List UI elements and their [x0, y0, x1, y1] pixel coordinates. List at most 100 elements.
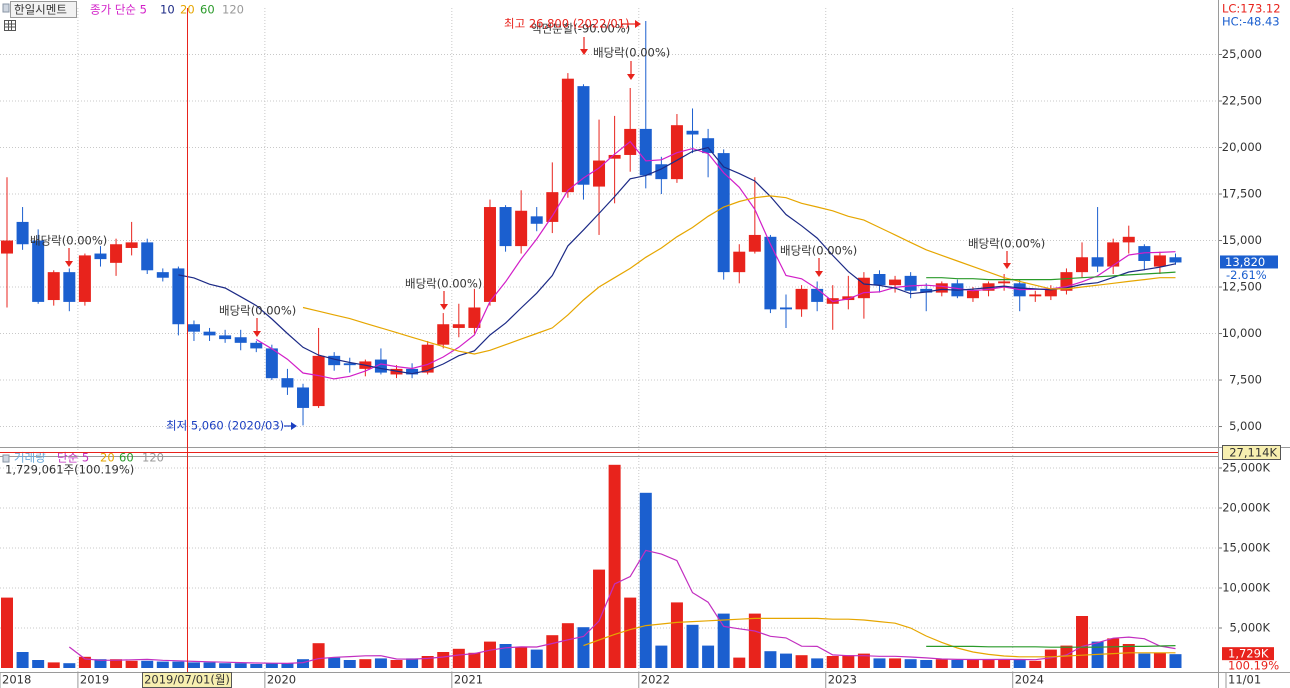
volume-bar [889, 658, 902, 668]
volume-bar [1153, 652, 1166, 668]
annotation-arrowhead [580, 49, 588, 55]
volume-bar [359, 659, 372, 668]
volume-bar [857, 653, 870, 668]
candle-body [717, 153, 730, 273]
candle-body [1153, 255, 1166, 267]
annotation-arrowhead [815, 271, 823, 277]
candle-body [141, 242, 154, 271]
candle-body [561, 78, 574, 193]
volume-bar [639, 492, 652, 668]
annotation: 최저 5,060 (2020/03) [166, 419, 284, 433]
legend-entry: 120 [142, 451, 164, 465]
volume-bar [561, 623, 574, 668]
volume-bar [842, 655, 855, 668]
candle-body [842, 296, 855, 301]
volume-bar [16, 652, 29, 668]
x-tick-label: 2024 [1015, 673, 1044, 687]
volume-bar [655, 645, 668, 668]
candle-body [733, 251, 746, 273]
candle-body [655, 164, 668, 180]
candle-body [998, 281, 1011, 284]
candle-body [857, 277, 870, 299]
volume-bar [141, 660, 154, 668]
last-price-box [1220, 255, 1278, 269]
x-tick-label: 2021 [454, 673, 483, 687]
lc-label: LC:173.12 [1222, 2, 1281, 16]
volume-bar [234, 663, 247, 668]
y-tick-label: 25,000 [1222, 47, 1262, 61]
table-icon[interactable] [4, 20, 16, 31]
candle-body [935, 283, 948, 293]
candle-body [47, 272, 60, 301]
candle-body [203, 331, 216, 336]
candle-body [593, 160, 606, 187]
legend-entry: 120 [222, 3, 244, 17]
candle-body [452, 324, 465, 328]
ma-line [68, 549, 1176, 665]
candle-body [873, 274, 886, 286]
candle-body [110, 244, 123, 263]
candle-body [1, 240, 13, 254]
ma-line [302, 195, 1176, 355]
name-box[interactable] [10, 1, 77, 18]
ma-line [583, 617, 1176, 658]
candle-body [1076, 257, 1089, 273]
volume-bar [32, 660, 45, 668]
y-tick-label: 22,500 [1222, 94, 1262, 108]
volume-bar [125, 660, 138, 668]
candle-body [1169, 257, 1182, 263]
volume-bar [1169, 654, 1182, 668]
y-tick-label: 25,000K [1222, 461, 1270, 475]
candle-body [406, 368, 419, 375]
candle-body [297, 387, 310, 408]
volume-bar [63, 663, 76, 668]
volume-bar [219, 663, 232, 668]
last-volume-ratio: 100.19% [1228, 659, 1279, 673]
ma-line [926, 645, 1176, 648]
crosshair-date: 2019/07/01(월) [144, 673, 230, 687]
candle-body [780, 307, 792, 310]
candle-body [1091, 257, 1104, 267]
y-tick-label: 20,000K [1222, 501, 1270, 515]
candle-body [966, 290, 979, 299]
candle-body [281, 378, 294, 388]
volume-bar [390, 660, 403, 668]
panel-icon [2, 3, 10, 13]
annotation: 배당락(0.00%) [593, 46, 670, 60]
volume-bar [951, 660, 964, 668]
legend-entry: 10 [160, 3, 175, 17]
stock-name: 한일시멘트 [14, 3, 67, 17]
y-tick-label: 20,000 [1222, 140, 1262, 154]
candle-body [920, 288, 933, 293]
candle-body [16, 221, 29, 245]
volume-bar [733, 657, 746, 668]
candle-body [1044, 288, 1057, 297]
volume-bar [78, 656, 91, 668]
ma-line [255, 140, 1176, 380]
volume-summary: 1,729,061주(100.19%) [5, 463, 134, 477]
candle-body [219, 335, 232, 340]
volume-bar [374, 658, 387, 668]
annotation: 배당락(0.00%) [405, 277, 482, 291]
candle-body [187, 324, 200, 332]
candle-body [639, 128, 652, 176]
volume-bar [297, 659, 310, 668]
volume-bar [624, 597, 637, 668]
candle-body [499, 207, 512, 247]
volume-bar [670, 602, 683, 668]
legend-entry: 20 [100, 451, 115, 465]
volume-bar [795, 655, 808, 668]
volume-bar [437, 652, 450, 668]
volume-bar [1044, 649, 1057, 668]
candle-body [328, 355, 341, 366]
volume-bar [873, 658, 886, 668]
candle-body [483, 207, 496, 302]
volume-bar [546, 635, 559, 668]
volume-bar [764, 651, 777, 668]
candle-body [889, 279, 902, 286]
candle-body [1122, 236, 1135, 243]
candle-body [343, 363, 356, 366]
last-volume: 1,729K [1228, 647, 1269, 661]
